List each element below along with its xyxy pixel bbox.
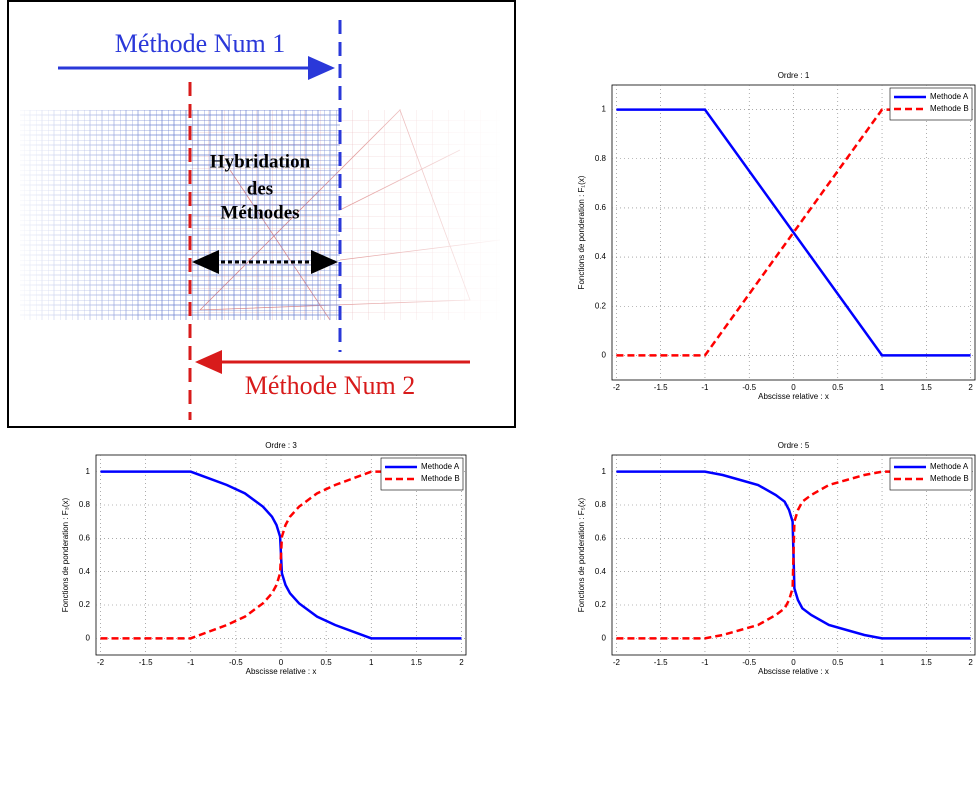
y-tick-label: 0.2 [79, 600, 91, 609]
legend-label: Methode A [930, 462, 969, 471]
y-tick-label: 0 [602, 351, 607, 360]
y-axis-label: Fonctions de ponderation : F₅(x) [577, 497, 586, 612]
label-num2: Méthode Num 2 [245, 371, 415, 400]
y-tick-label: 0.6 [595, 533, 607, 542]
x-tick-label: 0.5 [832, 383, 844, 392]
x-tick-label: 0.5 [832, 658, 844, 667]
legend [889, 457, 973, 491]
y-tick-label: 0.4 [79, 567, 91, 576]
x-tick-label: -2 [613, 658, 621, 667]
legend [380, 457, 464, 491]
fade [20, 110, 500, 320]
y-tick-label: 0.2 [595, 600, 607, 609]
y-axis-label: Fonctions de ponderation : F₁(x) [577, 175, 586, 289]
x-tick-label: 0.5 [321, 658, 333, 667]
x-tick-label: 1 [880, 658, 885, 667]
x-tick-label: -1.5 [139, 658, 153, 667]
x-tick-label: 0 [791, 383, 796, 392]
series-line [616, 470, 971, 640]
y-tick-label: 0.4 [595, 567, 607, 576]
x-axis-label: Abscisse relative : x [758, 392, 829, 401]
x-tick-label: 2 [459, 658, 464, 667]
y-tick-label: 0.6 [595, 203, 607, 212]
y-tick-label: 0 [602, 633, 607, 642]
y-tick-label: 0.8 [595, 500, 607, 509]
x-tick-label: 2 [968, 383, 973, 392]
chart-title: Ordre : 3 [265, 441, 297, 450]
label-hybrid: des [247, 178, 273, 199]
chart-title: Ordre : 1 [778, 71, 810, 80]
x-tick-label: 0 [279, 658, 284, 667]
x-axis-label: Abscisse relative : x [758, 667, 829, 676]
y-axis-label: Fonctions de ponderation : F₃(x) [61, 497, 70, 612]
x-tick-label: 2 [968, 658, 973, 667]
y-tick-label: 0.8 [595, 154, 607, 163]
y-tick-label: 0 [86, 633, 91, 642]
legend-label: Methode B [421, 474, 460, 483]
legend-label: Methode B [930, 474, 969, 483]
x-tick-label: -0.5 [742, 658, 756, 667]
x-tick-label: -1 [701, 383, 709, 392]
legend [889, 87, 973, 121]
x-tick-label: -1 [187, 658, 195, 667]
x-tick-label: 1.5 [411, 658, 423, 667]
x-tick-label: 1.5 [921, 383, 933, 392]
x-tick-label: -1.5 [654, 383, 668, 392]
series-line [616, 108, 971, 357]
chart-title: Ordre : 5 [778, 441, 810, 450]
x-tick-label: -2 [97, 658, 105, 667]
chart: -2 -1.5 -1 -0.5 0 0.5 1 1.5 2 0 0.2 0.4 0.6 0.8 1 Ordre… [577, 71, 976, 401]
legend-label: Methode A [421, 462, 460, 471]
chart: -2 -1.5 -1 -0.5 0 0.5 1 1.5 2 0 0.2 0.4 0.6 0.8 1 Ordre… [61, 441, 467, 676]
y-tick-label: 0.4 [595, 252, 607, 261]
x-tick-label: -0.5 [229, 658, 243, 667]
chart: -2 -1.5 -1 -0.5 0 0.5 1 1.5 2 0 0.2 0.4 0.6 0.8 1 Ordre… [577, 441, 976, 676]
x-tick-label: 1.5 [921, 658, 933, 667]
x-tick-label: 1 [369, 658, 374, 667]
x-tick-label: 1 [880, 383, 885, 392]
x-tick-label: -0.5 [742, 383, 756, 392]
y-tick-label: 1 [86, 467, 91, 476]
y-tick-label: 0.6 [79, 533, 91, 542]
y-tick-label: 0.8 [79, 500, 91, 509]
y-tick-label: 1 [602, 467, 607, 476]
legend-label: Methode B [930, 104, 969, 113]
x-tick-label: -2 [613, 383, 621, 392]
x-tick-label: 0 [791, 658, 796, 667]
y-tick-label: 1 [602, 105, 607, 114]
label-hybrid: Méthodes [220, 202, 299, 223]
series-line [100, 470, 462, 640]
x-tick-label: -1.5 [654, 658, 668, 667]
diagram: Méthode Num 1 Hybridation des Méthodes M… [7, 0, 516, 428]
y-tick-label: 0.2 [595, 301, 607, 310]
legend-label: Methode A [930, 92, 969, 101]
label-hybrid: Hybridation [210, 151, 311, 172]
series-line [616, 470, 971, 640]
label-num1: Méthode Num 1 [115, 29, 285, 58]
x-tick-label: -1 [701, 658, 709, 667]
x-axis-label: Abscisse relative : x [246, 667, 317, 676]
